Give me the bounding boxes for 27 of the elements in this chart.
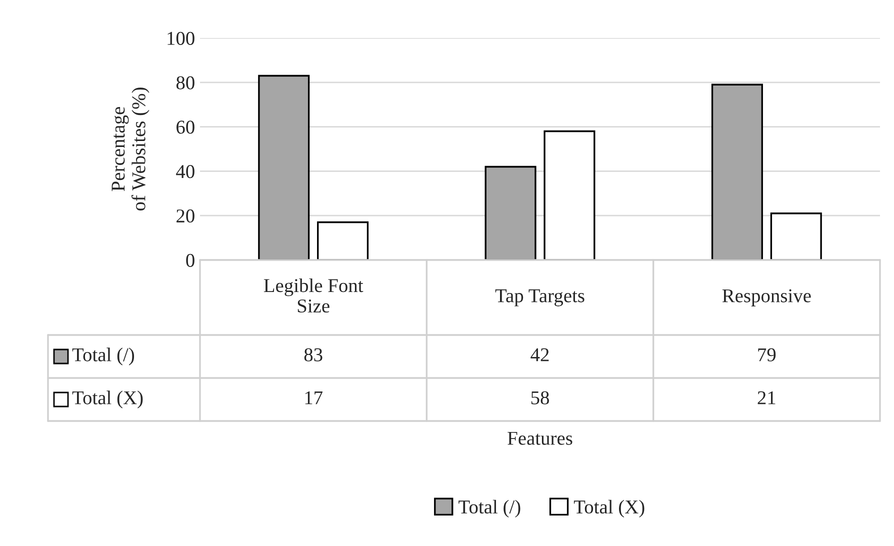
- x-tick-label: Legible Font Size: [264, 278, 364, 313]
- y-tick-label: 0: [186, 254, 194, 267]
- text: Features: [508, 432, 572, 445]
- legend-label: Total (/): [72, 348, 134, 366]
- data-label: 83: [304, 348, 322, 362]
- bar: [544, 130, 596, 260]
- bar: [770, 212, 822, 260]
- y-axis-title: Percentage of Websites (%): [112, 88, 150, 210]
- x-tick-label: Tap Targets: [495, 289, 584, 306]
- legend-label: Total (X): [72, 390, 143, 408]
- text: Total (X): [574, 500, 644, 518]
- bar: [317, 221, 369, 260]
- data-label: 58: [531, 391, 549, 404]
- data-label: 17: [305, 391, 322, 404]
- y-tick-label: 40: [176, 165, 194, 178]
- x-tick-label: Responsive: [722, 289, 811, 306]
- y-tick-label: 60: [176, 120, 194, 134]
- data-label: 42: [530, 348, 549, 362]
- y-tick-label: 80: [176, 76, 194, 90]
- data-label: 21: [758, 391, 776, 404]
- bar: [258, 74, 310, 260]
- data-label: 79: [758, 348, 776, 362]
- bar: [711, 84, 763, 260]
- y-tick-label: 100: [168, 32, 194, 45]
- bar: [484, 166, 536, 260]
- text: Total (/): [458, 500, 520, 518]
- y-tick-label: 20: [176, 209, 194, 223]
